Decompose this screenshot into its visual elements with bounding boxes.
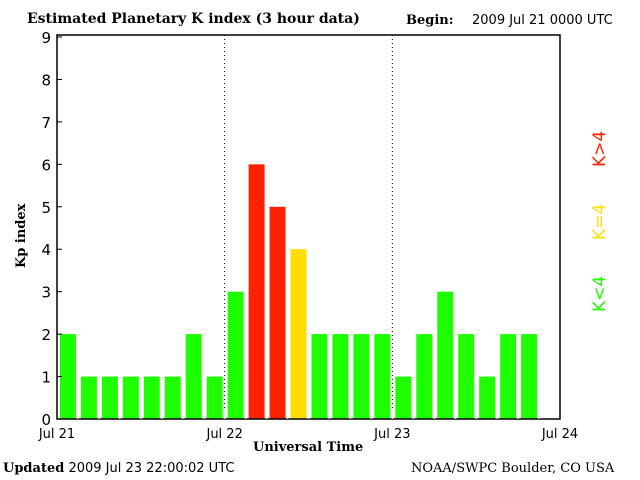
legend-above4: K>4 <box>590 130 610 167</box>
kp-bar <box>164 376 181 419</box>
kp-bar <box>122 376 139 419</box>
chart-title: Estimated Planetary K index (3 hour data… <box>27 11 360 27</box>
updated-label: Updated <box>3 461 65 476</box>
kp-bar <box>60 334 76 419</box>
kp-bar <box>416 334 433 419</box>
kp-bar <box>290 249 307 419</box>
kp-bar <box>101 376 118 419</box>
y-axis-label: Kp index <box>14 203 29 268</box>
kp-bar <box>353 334 370 419</box>
kp-bar <box>521 334 538 419</box>
y-tick-label: 8 <box>41 71 51 89</box>
y-tick-label: 2 <box>41 326 51 344</box>
kp-bar <box>500 334 517 419</box>
legend-below4: K<4 <box>590 275 610 312</box>
begin-value: 2009 Jul 21 0000 UTC <box>472 13 613 28</box>
updated-value: 2009 Jul 23 22:00:02 UTC <box>68 461 235 476</box>
y-tick-label: 6 <box>41 156 51 174</box>
y-tick-label: 0 <box>41 411 51 429</box>
x-axis-label: Universal Time <box>253 440 364 455</box>
y-tick-label: 7 <box>41 114 51 132</box>
y-tick-label: 9 <box>41 29 51 47</box>
kp-bar <box>311 334 328 419</box>
kp-bar <box>479 376 496 419</box>
kp-bar <box>227 291 244 419</box>
y-tick-label: 1 <box>41 369 51 387</box>
kp-bar <box>143 376 160 419</box>
x-tick-label: Jul 24 <box>541 427 578 442</box>
kp-bar <box>332 334 349 419</box>
plot-frame <box>56 34 561 420</box>
y-tick-label: 3 <box>41 284 51 302</box>
kp-bar <box>248 164 265 419</box>
source-label: NOAA/SWPC Boulder, CO USA <box>411 461 615 476</box>
kp-bar <box>458 334 475 419</box>
y-tick-label: 5 <box>41 199 51 217</box>
y-tick-label: 4 <box>41 241 51 259</box>
kp-bar <box>374 334 391 419</box>
legend-equal4: K=4 <box>590 203 610 240</box>
x-tick-label: Jul 21 <box>38 427 75 442</box>
kp-bar <box>185 334 202 419</box>
begin-label: Begin: <box>406 13 454 28</box>
kp-bar <box>269 206 286 419</box>
x-tick-label: Jul 23 <box>373 427 410 442</box>
updated-line: Updated 2009 Jul 23 22:00:02 UTC <box>3 461 234 476</box>
kp-bar <box>437 291 454 419</box>
kp-bar <box>80 376 97 419</box>
x-tick-label: Jul 22 <box>205 427 242 442</box>
kp-bar <box>206 376 223 419</box>
kp-bar <box>395 376 412 419</box>
